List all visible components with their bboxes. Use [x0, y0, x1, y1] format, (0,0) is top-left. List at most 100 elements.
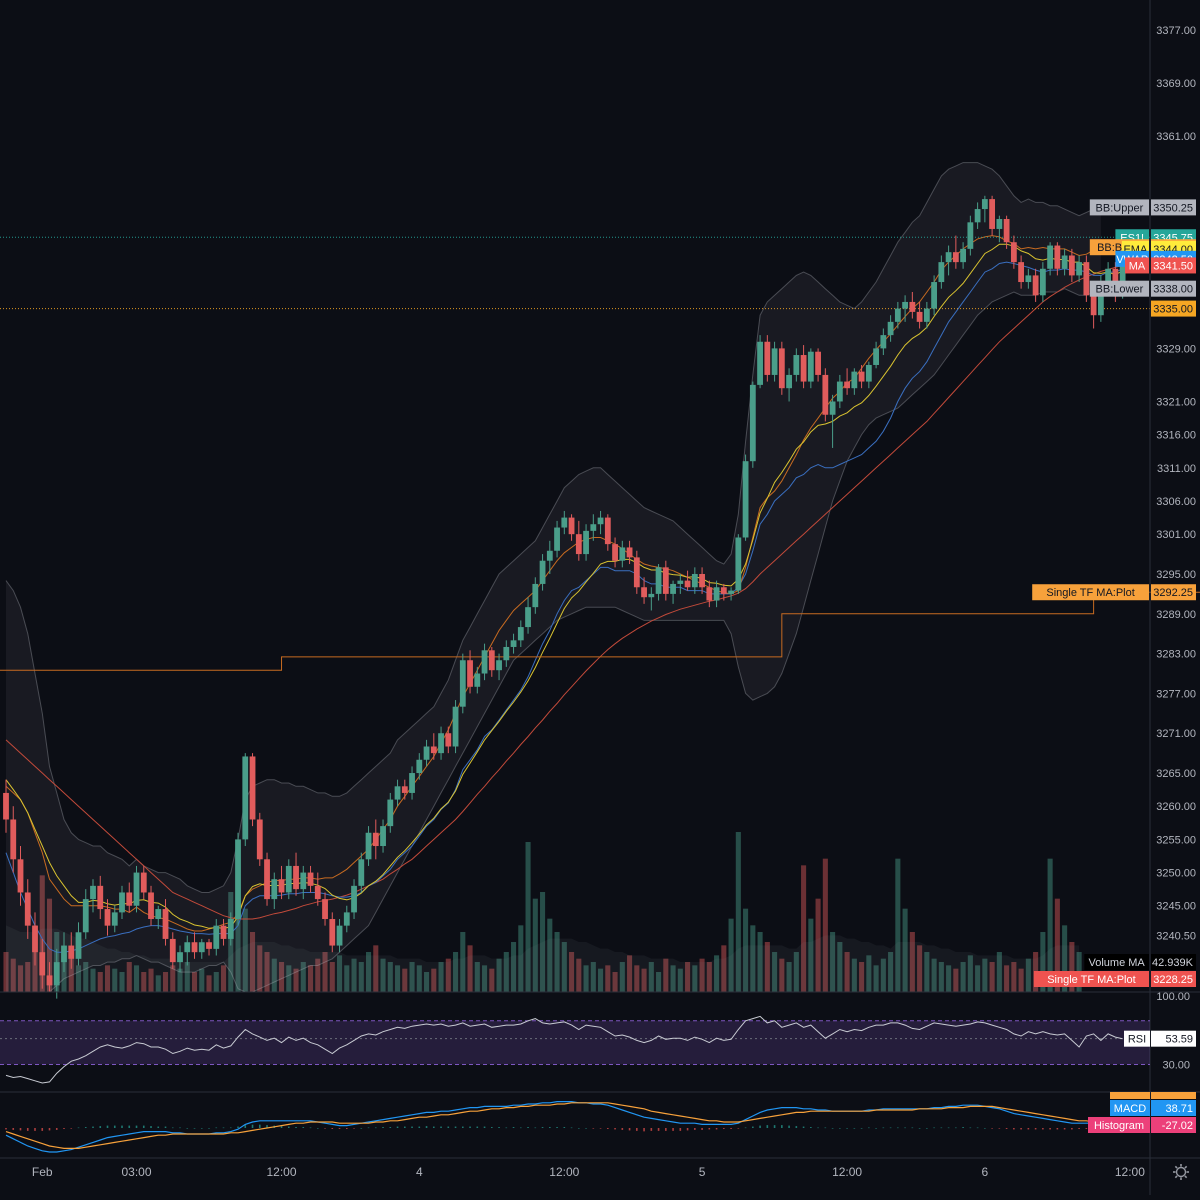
candle-body	[815, 351, 821, 375]
volume-bar	[772, 952, 778, 992]
histogram-bar	[135, 1125, 138, 1128]
gear-tooth	[1174, 1175, 1178, 1179]
price-tick-label: 3283.00	[1156, 649, 1196, 661]
price-tick-label: 3321.00	[1156, 396, 1196, 408]
gear-tooth	[1184, 1175, 1188, 1179]
histogram-bar	[229, 1127, 232, 1129]
candle-body	[1018, 262, 1025, 283]
candle-body	[902, 301, 908, 309]
volume-bar	[177, 968, 183, 992]
volume-tag-value-bg	[1151, 971, 1196, 987]
candle-body	[612, 544, 618, 561]
volume-bar	[830, 932, 836, 992]
histogram-bar	[686, 1128, 689, 1131]
ema-line	[5, 243, 1131, 929]
volume-bar	[300, 962, 306, 992]
candle-body	[996, 219, 1003, 229]
candle-body	[800, 355, 807, 382]
candlesticks	[3, 195, 1133, 999]
volume-bar	[373, 945, 379, 992]
candle-body	[822, 374, 829, 415]
candle-body	[322, 899, 328, 920]
histogram-bar	[752, 1126, 754, 1128]
volume-bar	[554, 932, 560, 992]
candle-body	[1105, 268, 1112, 283]
histogram-bar	[556, 1127, 558, 1128]
histogram-bar	[491, 1127, 493, 1128]
candle-body	[793, 355, 800, 375]
macd-value: 38.71	[1165, 1103, 1193, 1115]
candle-body	[394, 786, 401, 800]
histogram-bar	[512, 1127, 515, 1128]
volume-bar	[445, 958, 451, 992]
histogram-bar	[592, 1128, 595, 1129]
price-axis[interactable]: 3377.00 3369.00 3361.00 3329.00 3321.00 3316.…	[1156, 25, 1196, 973]
histogram-bar	[534, 1127, 537, 1129]
candle-body	[90, 885, 96, 900]
volume-bar	[496, 958, 502, 992]
volume-bar	[576, 958, 582, 992]
vwap-line	[5, 258, 1131, 953]
candle-body	[561, 517, 568, 528]
candle-body	[1119, 252, 1126, 296]
rsi-label: RSI	[1128, 1034, 1146, 1046]
volume-bar	[518, 925, 524, 992]
histogram-bar	[382, 1127, 384, 1128]
candle-body	[858, 371, 865, 382]
histogram-bar	[193, 1128, 196, 1129]
histogram-bar	[882, 1127, 885, 1129]
histogram-bar	[933, 1127, 935, 1129]
histogram-bar	[679, 1128, 682, 1131]
histogram-bar	[650, 1128, 653, 1131]
candle-body	[1090, 295, 1097, 316]
volume-bar	[909, 932, 915, 992]
candle-body	[532, 583, 539, 608]
volume-bar	[3, 952, 9, 992]
candle-body	[496, 660, 502, 671]
rsi-pane[interactable]: 100.00 30.00 RSI 53.59	[0, 991, 1196, 1084]
bb-upper-line	[5, 162, 1102, 893]
candle-body	[583, 530, 589, 555]
histogram-bar	[781, 1125, 783, 1128]
candle-body	[836, 381, 843, 402]
candle-body	[525, 607, 531, 628]
volume-bar	[1018, 968, 1024, 992]
histogram-bar	[1071, 1128, 1073, 1130]
histogram-bar	[1020, 1128, 1022, 1130]
candle-body	[227, 919, 234, 939]
candle-body	[474, 673, 481, 687]
histogram-bar	[991, 1128, 993, 1129]
volume-bar	[525, 842, 531, 992]
candle-body	[720, 587, 727, 594]
volume-bar	[387, 962, 393, 992]
candle-body	[32, 925, 38, 953]
settings-button[interactable]	[1173, 1164, 1189, 1180]
volume-bar	[242, 908, 248, 992]
histogram-bar	[55, 1128, 58, 1130]
volume-bar	[1054, 898, 1060, 992]
candle-body	[641, 587, 647, 598]
candle-body	[111, 912, 118, 926]
histogram-bar	[563, 1127, 566, 1128]
price-tick-label: 3245.00	[1156, 901, 1196, 913]
histogram-bar	[258, 1124, 261, 1128]
macd-label: MACD	[1114, 1103, 1146, 1115]
candle-body	[445, 733, 452, 747]
candle-body	[1047, 245, 1054, 269]
time-tick-label: 12:00	[267, 1165, 297, 1179]
histogram-bar	[1063, 1128, 1066, 1130]
candle-body	[909, 301, 916, 312]
histogram-bar	[969, 1127, 972, 1129]
macd-pane[interactable]: MACD 38.71 Histogram -27.02	[5, 1092, 1196, 1153]
histogram-bar	[1005, 1128, 1008, 1129]
candle-body	[343, 912, 350, 926]
price-tick-label: 3301.00	[1156, 529, 1196, 541]
volume-bar	[880, 958, 886, 992]
gear-tooth	[1184, 1165, 1188, 1169]
histogram-bar	[628, 1128, 631, 1131]
volume-bar	[1025, 958, 1031, 992]
histogram-label-bg	[1088, 1117, 1150, 1133]
